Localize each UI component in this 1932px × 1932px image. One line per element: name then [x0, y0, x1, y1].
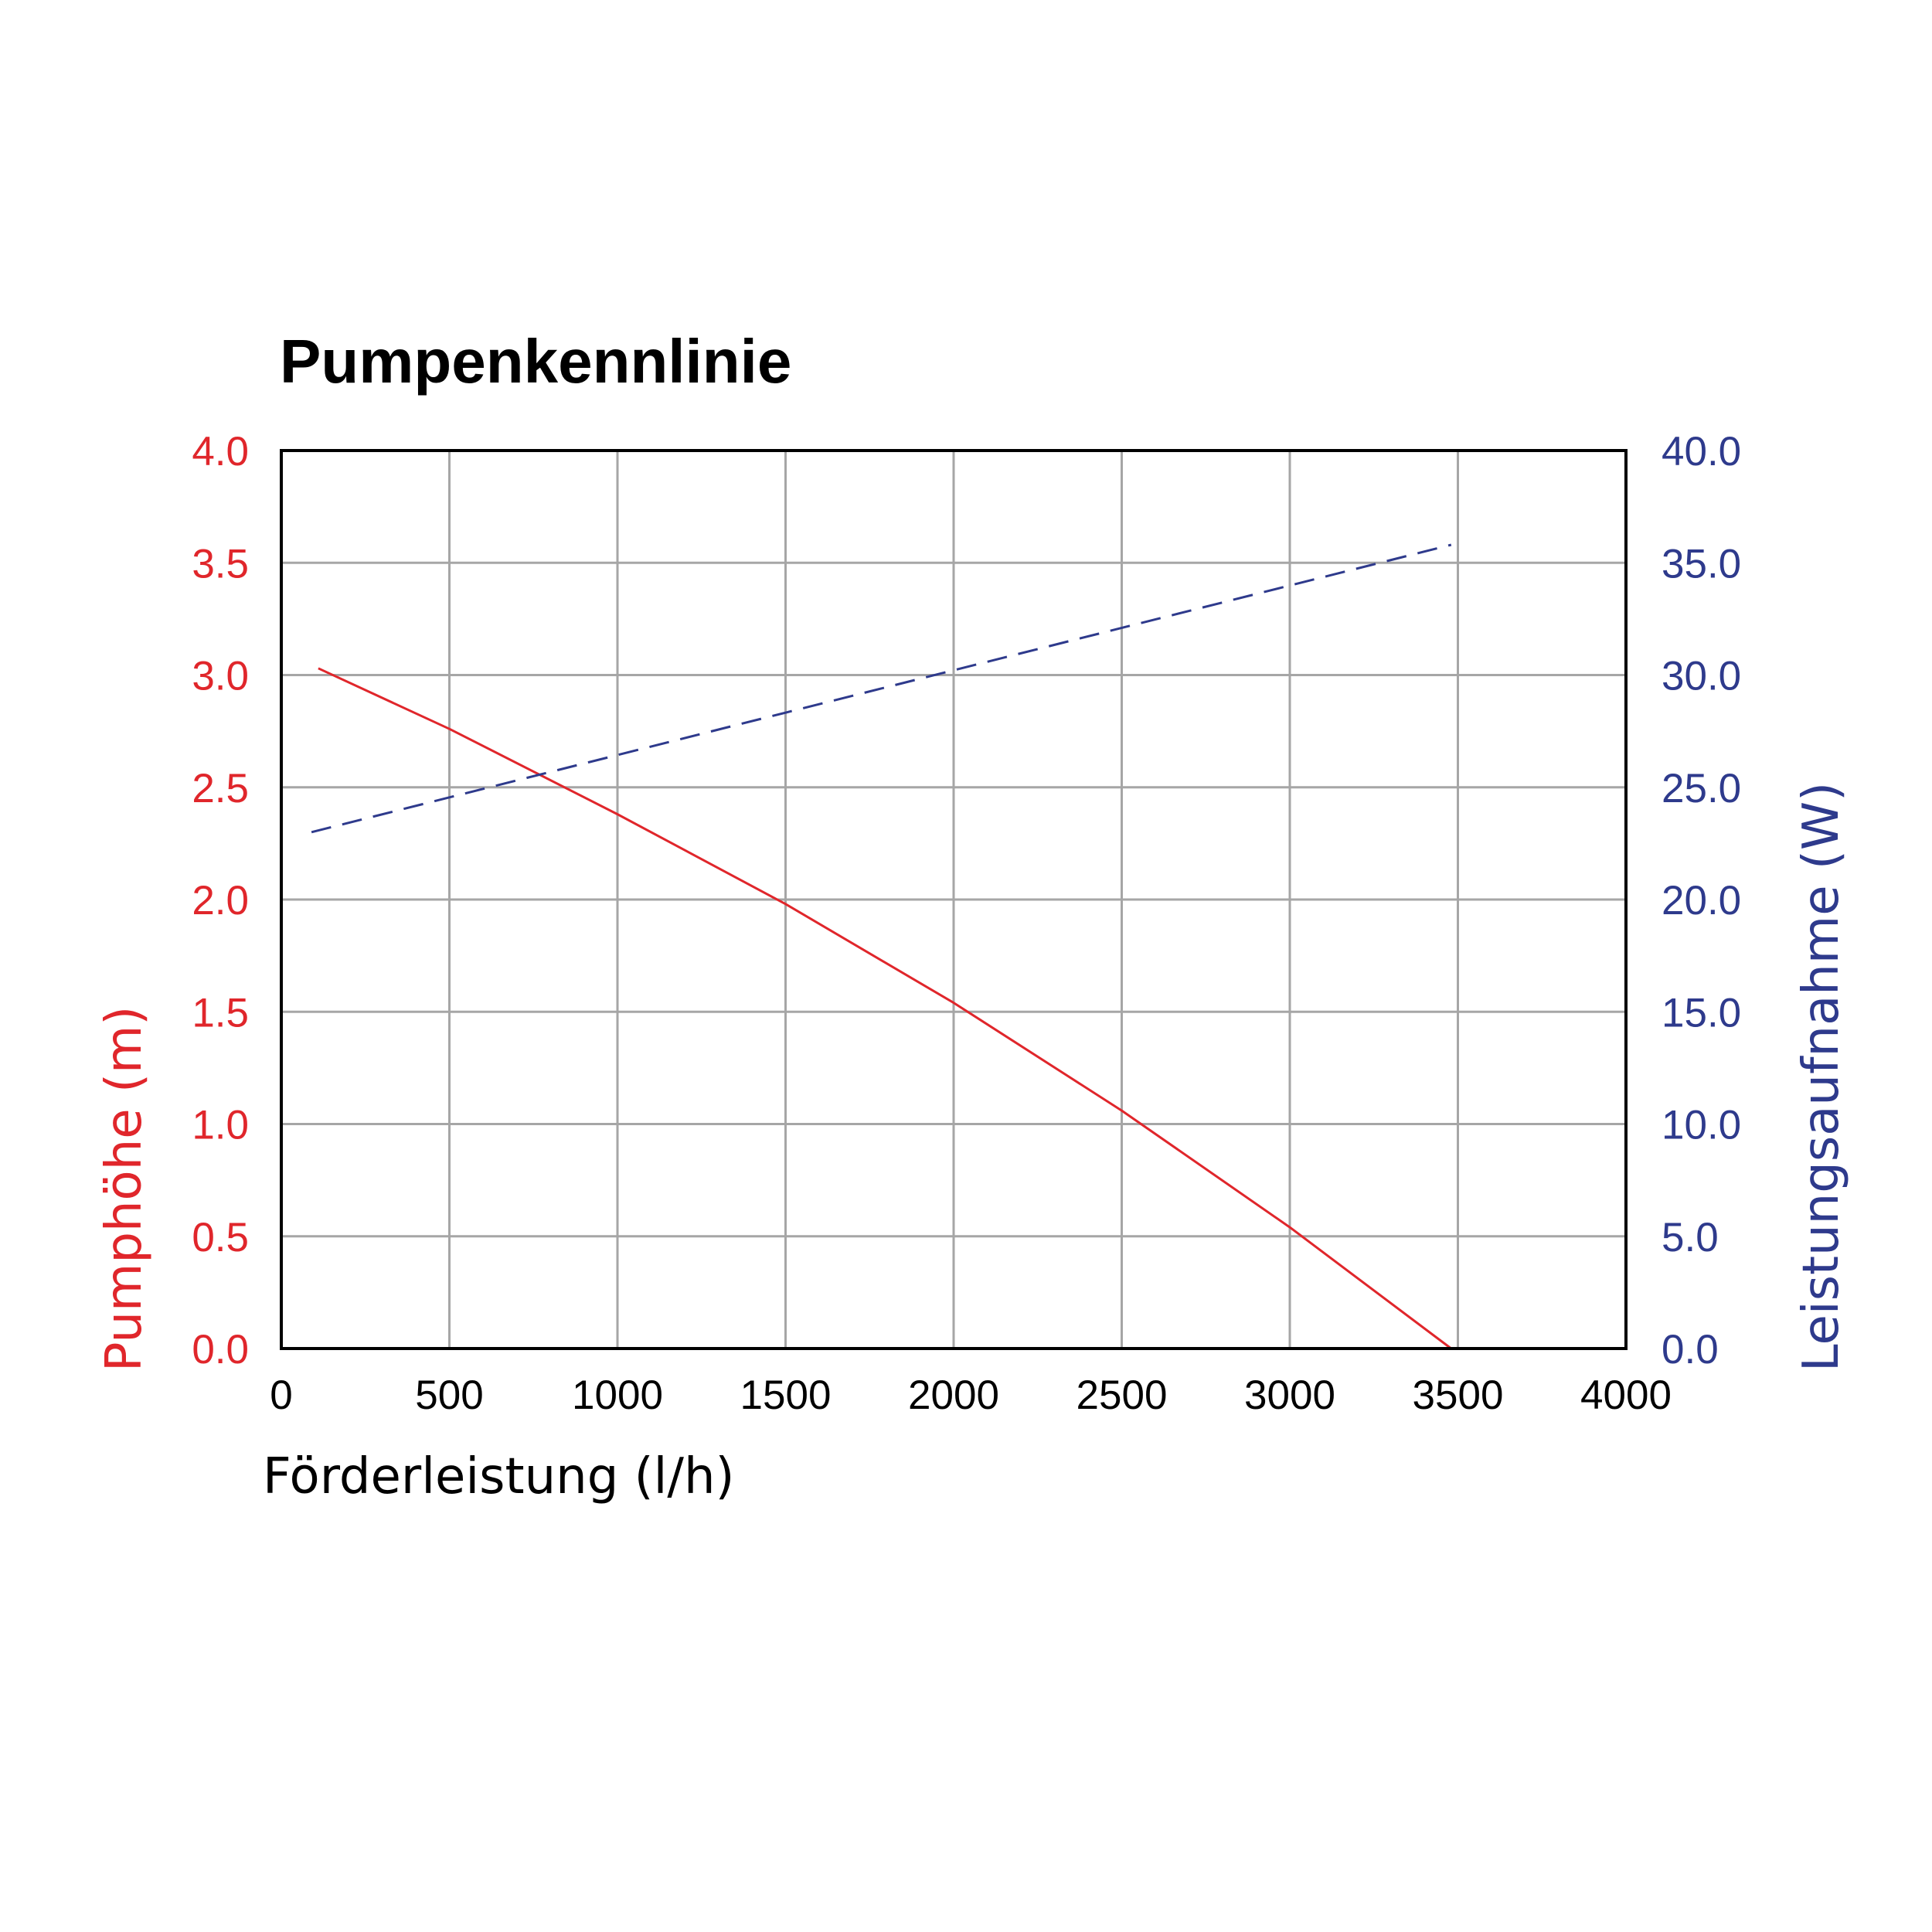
y-right-tick-label: 35.0	[1662, 541, 1741, 587]
y-left-tick-label: 1.5	[192, 990, 249, 1036]
y-left-tick-label: 4.0	[192, 429, 249, 474]
x-tick-label: 0	[270, 1372, 292, 1418]
x-tick-label: 3000	[1244, 1372, 1335, 1418]
x-tick-label: 1000	[572, 1372, 663, 1418]
x-tick-label: 4000	[1580, 1372, 1672, 1418]
y-left-tick-label: 2.5	[192, 766, 249, 811]
pump-head-line	[318, 667, 1452, 1350]
y-left-tick-label: 3.0	[192, 654, 249, 699]
x-tick-label: 2500	[1077, 1372, 1168, 1418]
y-right-tick-label: 15.0	[1662, 990, 1741, 1036]
x-tick-label: 2000	[908, 1372, 999, 1418]
y-right-tick-label: 30.0	[1662, 654, 1741, 699]
y-left-axis-ticks: 0.0 0.5 1.0 1.5 2.0 2.5 3.0 3.5 4.0	[192, 429, 249, 1372]
grid-lines	[281, 451, 1626, 1349]
y-left-tick-label: 3.5	[192, 541, 249, 587]
y-right-tick-label: 5.0	[1662, 1215, 1719, 1260]
x-tick-label: 3500	[1413, 1372, 1504, 1418]
x-axis-ticks: 0 500 1000 1500 2000 2500 3000 3500 4000	[270, 1372, 1672, 1418]
y-right-tick-label: 0.0	[1662, 1327, 1719, 1372]
x-axis-label: Förderleistung (l/h)	[263, 1448, 735, 1505]
y-right-tick-label: 40.0	[1662, 429, 1741, 474]
series-group	[311, 543, 1452, 1350]
x-tick-label: 500	[415, 1372, 483, 1418]
y-left-tick-label: 0.0	[192, 1327, 249, 1372]
y-left-tick-label: 1.0	[192, 1103, 249, 1148]
x-tick-label: 1500	[740, 1372, 832, 1418]
y-right-tick-label: 10.0	[1662, 1103, 1741, 1148]
power-consumption-line	[311, 543, 1452, 834]
y-right-axis-ticks: 0.0 5.0 10.0 15.0 20.0 25.0 30.0 35.0 40.0	[1662, 429, 1741, 1372]
y-right-tick-label: 25.0	[1662, 766, 1741, 811]
chart-title: Pumpenkennlinie	[280, 327, 791, 396]
y-right-axis-label: Leistungsaufnahme (W)	[1793, 782, 1850, 1372]
plot-frame	[280, 449, 1628, 1350]
y-left-axis-label: Pumphöhe (m)	[96, 1006, 153, 1372]
y-right-tick-label: 20.0	[1662, 878, 1741, 923]
y-left-tick-label: 0.5	[192, 1215, 249, 1260]
y-left-tick-label: 2.0	[192, 878, 249, 923]
